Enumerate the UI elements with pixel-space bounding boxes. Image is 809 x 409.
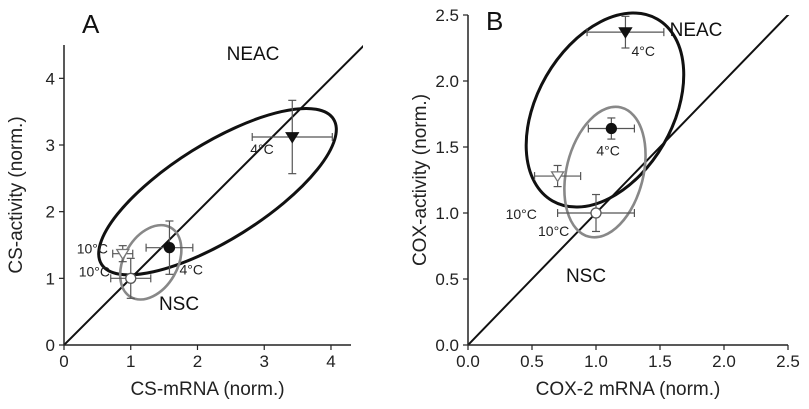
temperature-label: 4°C [596, 143, 620, 159]
data-point-nsc-2: 4°C [587, 117, 636, 159]
x-tick-label: 1 [126, 352, 135, 371]
marker-circle [605, 122, 618, 135]
y-axis-title: COX-activity (norm.) [410, 94, 431, 266]
y-tick-label: 1.5 [435, 138, 459, 157]
x-tick-label: 2.0 [712, 352, 736, 371]
temperature-label: 4°C [250, 141, 274, 157]
marker-triangle [115, 248, 130, 261]
x-tick-label: 0.0 [456, 352, 480, 371]
y-tick-label: 0.5 [435, 270, 459, 289]
marker-triangle [618, 27, 633, 39]
x-tick-label: 3 [259, 352, 268, 371]
x-tick-label: 0.5 [520, 352, 544, 371]
data-point-nsc-3: 10°C [538, 193, 636, 239]
identity-line [468, 15, 790, 345]
identity-line [64, 45, 363, 345]
group-label-nsc: NSC [566, 266, 606, 287]
group-ellipse-neac [97, 106, 338, 277]
x-tick-label: 2.5 [776, 352, 800, 371]
group-ellipse-nsc [563, 105, 647, 239]
y-tick-label: 2.5 [435, 6, 459, 25]
temperature-label: 4°C [179, 262, 203, 278]
y-tick-label: 3 [46, 136, 55, 155]
data-point-nsc-2: 4°C [145, 220, 203, 278]
y-tick-label: 4 [46, 69, 55, 88]
y-tick-label: 2 [46, 203, 55, 222]
y-tick-label: 1 [46, 269, 55, 288]
marker-circle [590, 207, 602, 219]
group-label-neac: NEAC [670, 20, 723, 41]
x-tick-label: 1.5 [648, 352, 672, 371]
y-tick-label: 0 [46, 336, 55, 355]
chart-panel-a: A NEAC NSC 0 1 2 3 4 0 1 2 3 4 CS-mRNA (norm.) CS-acti… [6, 9, 363, 400]
data-point-nsc-3: 10°C [79, 257, 152, 299]
data-point-neac-1: 10°C [506, 164, 582, 222]
marker-circle [163, 242, 176, 254]
temperature-label: 10°C [79, 263, 110, 279]
x-tick-label: 0 [59, 352, 68, 371]
group-ellipse-neac [524, 11, 686, 209]
x-axis-title: CS-mRNA (norm.) [130, 379, 284, 400]
x-axis-title: COX-2 mRNA (norm.) [536, 379, 721, 400]
temperature-label: 10°C [506, 206, 537, 222]
data-point-neac-0: 4°C [250, 99, 333, 175]
x-tick-label: 4 [326, 352, 335, 371]
marker-circle [125, 272, 137, 284]
temperature-label: 10°C [538, 223, 569, 239]
y-axis-title: CS-activity (norm.) [6, 116, 27, 273]
marker-triangle [550, 171, 565, 183]
data-point-neac-1: 10°C [77, 241, 134, 263]
group-label-nsc: NSC [159, 294, 199, 315]
panel-letter: B [486, 6, 503, 36]
x-tick-label: 2 [193, 352, 202, 371]
temperature-label: 4°C [631, 43, 655, 59]
x-tick-label: 1.0 [584, 352, 608, 371]
y-tick-label: 0.0 [435, 336, 459, 355]
data-point-neac-0: 4°C [586, 15, 665, 59]
y-tick-label: 1.0 [435, 204, 459, 223]
chart-panel-b: B NEAC NSC 0.0 0.5 1.0 1.5 2.0 2.5 0.0 0.5 1.0 1.5 2.… [410, 6, 800, 400]
group-label-neac: NEAC [227, 44, 280, 65]
panel-letter: A [82, 9, 100, 39]
temperature-label: 10°C [77, 241, 108, 257]
marker-triangle [285, 132, 300, 144]
y-tick-label: 2.0 [435, 72, 459, 91]
